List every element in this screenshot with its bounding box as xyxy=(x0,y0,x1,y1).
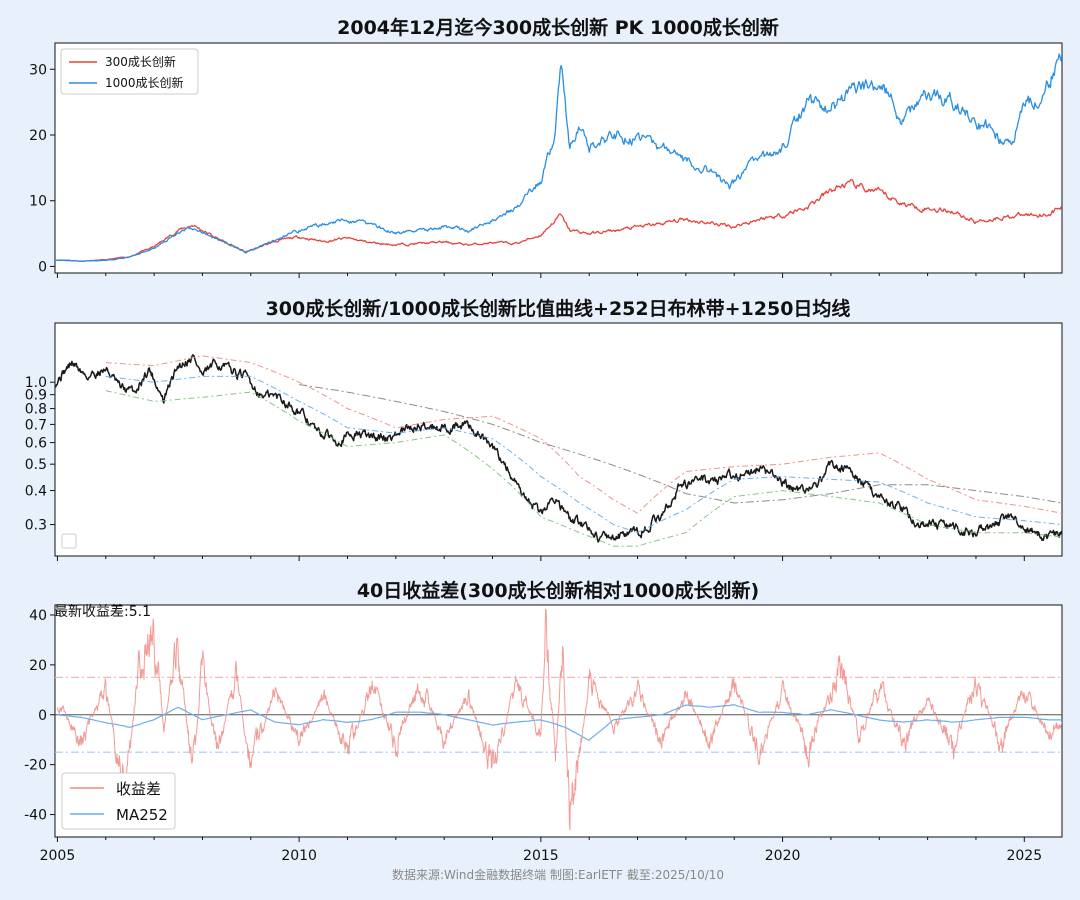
panel-ratio-bollinger: 300成长创新/1000成长创新比值曲线+252日布林带+1250日均线 0.3 0… xyxy=(25,297,1063,561)
footer-source-note: 数据来源:Wind金融数据终端 制图:EarlETF 截至:2025/10/10 xyxy=(392,867,724,882)
x-tick-label: 2020 xyxy=(765,848,801,864)
y-tick-label: 0 xyxy=(38,708,47,724)
y-tick-label: 0.3 xyxy=(25,518,47,534)
y-tick-label: 1.0 xyxy=(25,375,47,391)
chart-title: 2004年12月迄今300成长创新 PK 1000成长创新 xyxy=(337,16,779,39)
series-line-lower-band xyxy=(105,390,1062,547)
y-tick-label: 0.9 xyxy=(25,388,47,404)
y-tick-label: 20 xyxy=(29,128,47,144)
chart-title: 40日收益差(300成长创新相对1000成长创新) xyxy=(357,579,759,602)
legend: 300成长创新 1000成长创新 xyxy=(60,48,199,95)
series-line-ma252 xyxy=(105,375,1062,534)
panel-return-spread: 40日收益差(300成长创新相对1000成长创新) 40 20 0 -20 -40 收益差 M… xyxy=(24,579,1063,842)
legend-box xyxy=(61,772,176,830)
legend-label: 1000成长创新 xyxy=(105,75,184,90)
x-axis-ticks: 2005 2010 2015 2020 2025 xyxy=(40,848,1043,864)
y-tick-label: 0.4 xyxy=(25,484,47,500)
y-tick-label: 40 xyxy=(29,608,47,624)
y-tick-label: 20 xyxy=(29,658,47,674)
legend-label: 收益差 xyxy=(116,780,161,798)
panel-price-comparison: 2004年12月迄今300成长创新 PK 1000成长创新 0 10 20 30 300成… xyxy=(29,16,1063,278)
plot-series-group xyxy=(55,52,1062,263)
x-tick-label: 2005 xyxy=(40,848,76,864)
legend: 收益差 MA252 xyxy=(61,772,176,830)
legend-label: 300成长创新 xyxy=(105,54,176,69)
latest-spread-annotation: 最新收益差:5.1 xyxy=(54,604,151,620)
series-line-ratio xyxy=(55,354,1062,543)
chart-title: 300成长创新/1000成长创新比值曲线+252日布林带+1250日均线 xyxy=(266,297,851,320)
series-line-1000成长创新 xyxy=(55,52,1062,262)
series-line-MA252 xyxy=(57,704,1062,741)
plot-series-group xyxy=(55,608,1062,831)
series-line-ma1250 xyxy=(299,384,1062,504)
plot-area xyxy=(54,42,1063,274)
y-tick-label: 0.5 xyxy=(25,457,47,473)
plot-area xyxy=(54,322,1063,557)
y-tick-label: -40 xyxy=(24,808,47,824)
series-line-收益差 xyxy=(56,608,1062,831)
x-tick-label: 2025 xyxy=(1006,848,1042,864)
y-tick-label: 0 xyxy=(38,259,47,275)
legend-box-empty xyxy=(61,533,77,549)
y-tick-label: 0.6 xyxy=(25,436,47,452)
x-tick-label: 2015 xyxy=(523,848,559,864)
y-tick-label: 0.7 xyxy=(25,417,47,433)
x-tick-label: 2010 xyxy=(281,848,317,864)
y-tick-label: 10 xyxy=(29,194,47,210)
y-tick-label: 0.8 xyxy=(25,402,47,418)
plot-series-group xyxy=(55,354,1062,547)
y-tick-label: 30 xyxy=(29,62,47,78)
y-tick-label: -20 xyxy=(24,758,47,774)
legend-label: MA252 xyxy=(116,806,168,824)
